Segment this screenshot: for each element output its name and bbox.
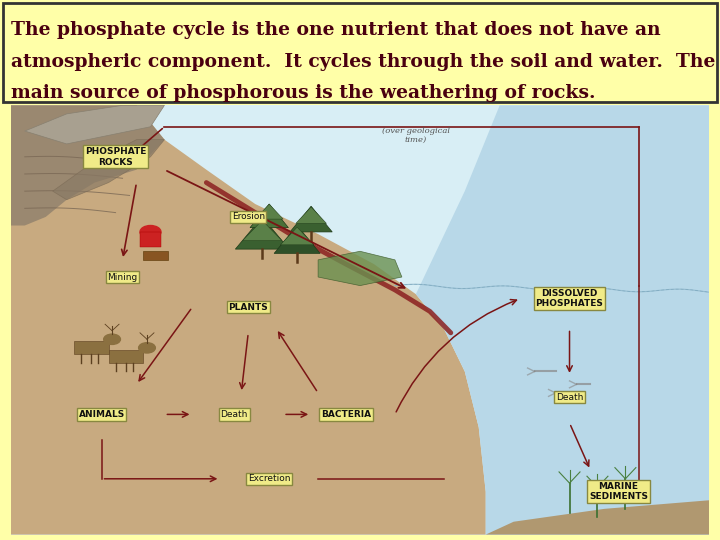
Polygon shape bbox=[250, 204, 289, 228]
Bar bbox=[143, 251, 168, 260]
Polygon shape bbox=[11, 105, 486, 535]
FancyBboxPatch shape bbox=[3, 3, 717, 102]
Polygon shape bbox=[318, 251, 402, 286]
Text: Erosion: Erosion bbox=[232, 212, 265, 221]
Polygon shape bbox=[11, 105, 709, 535]
Text: Mining: Mining bbox=[107, 273, 138, 281]
Text: Excretion: Excretion bbox=[248, 474, 290, 483]
Polygon shape bbox=[486, 500, 709, 535]
Circle shape bbox=[139, 343, 156, 353]
Polygon shape bbox=[296, 207, 326, 224]
Polygon shape bbox=[416, 105, 709, 535]
Polygon shape bbox=[53, 140, 164, 200]
Polygon shape bbox=[274, 226, 320, 253]
Polygon shape bbox=[290, 206, 332, 232]
Text: ANIMALS: ANIMALS bbox=[78, 410, 125, 419]
Text: Death: Death bbox=[556, 393, 583, 402]
Polygon shape bbox=[73, 341, 109, 354]
Polygon shape bbox=[235, 217, 289, 249]
Text: BACTERIA: BACTERIA bbox=[321, 410, 371, 419]
Text: Death: Death bbox=[220, 410, 248, 419]
Text: (over geological
time): (over geological time) bbox=[382, 127, 450, 144]
Text: atmospheric component.  It cycles through the soil and water.  The: atmospheric component. It cycles through… bbox=[11, 52, 715, 71]
Circle shape bbox=[104, 334, 120, 345]
Text: main source of phosphorous is the weathering of rocks.: main source of phosphorous is the weathe… bbox=[11, 84, 595, 102]
Text: DISSOLVED
PHOSPHATES: DISSOLVED PHOSPHATES bbox=[536, 289, 603, 308]
Bar bbox=[140, 232, 161, 247]
Polygon shape bbox=[11, 105, 164, 226]
Text: The phosphate cycle is the one nutrient that does not have an: The phosphate cycle is the one nutrient … bbox=[11, 21, 660, 39]
Polygon shape bbox=[109, 350, 143, 363]
Text: PLANTS: PLANTS bbox=[228, 302, 268, 312]
Text: PHOSPHATE
ROCKS: PHOSPHATE ROCKS bbox=[85, 147, 146, 166]
Polygon shape bbox=[243, 220, 282, 240]
Polygon shape bbox=[24, 105, 164, 144]
Circle shape bbox=[140, 226, 161, 238]
Text: MARINE
SEDIMENTS: MARINE SEDIMENTS bbox=[589, 482, 648, 501]
Polygon shape bbox=[256, 204, 283, 219]
Polygon shape bbox=[280, 227, 314, 245]
